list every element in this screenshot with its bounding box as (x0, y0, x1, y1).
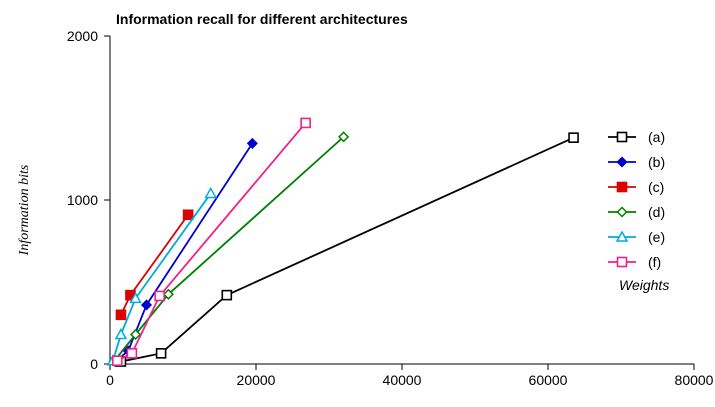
series-6 (112, 117, 311, 367)
x-tick-label: 20000 (237, 372, 276, 388)
series-4 (108, 131, 350, 367)
data-point (129, 291, 142, 304)
legend-item: (d) (608, 204, 665, 220)
legend-item: (c) (608, 179, 664, 195)
legend-item: (e) (608, 229, 665, 245)
y-axis-label: Information bits (17, 164, 32, 256)
data-point (140, 299, 153, 311)
series-3 (115, 209, 194, 321)
legend-item: (f) (608, 254, 661, 270)
x-axis-label: Weights (619, 277, 669, 293)
x-tick-label: 0 (106, 372, 114, 388)
x-tick-label: 60000 (529, 372, 568, 388)
legend: (a) (b) (c) (d) (e) (f) (608, 129, 665, 270)
data-point (221, 289, 233, 301)
data-point (246, 137, 258, 149)
y-tick-label: 0 (90, 356, 98, 372)
data-point (154, 290, 165, 302)
legend-label: (f) (648, 254, 661, 270)
series-1 (115, 132, 579, 367)
legend-item: (b) (608, 154, 665, 170)
series-5 (106, 186, 218, 366)
data-point (616, 131, 628, 143)
data-point (155, 348, 167, 359)
data-point (616, 181, 628, 193)
legend-label: (c) (648, 179, 664, 195)
legend-label: (d) (648, 204, 665, 220)
data-point (300, 117, 311, 129)
y-tick-label: 1000 (67, 192, 98, 208)
data-point (162, 288, 174, 300)
data-point (616, 206, 628, 218)
data-point (338, 131, 350, 143)
data-point (129, 328, 142, 341)
data-point (115, 309, 127, 321)
legend-label: (a) (648, 129, 665, 145)
data-point (204, 186, 218, 199)
data-point (616, 256, 628, 268)
chart-title: Information recall for different archite… (116, 11, 408, 27)
data-point (112, 355, 123, 367)
legend-label: (e) (648, 229, 665, 245)
series-line (116, 122, 307, 362)
data-point (126, 348, 138, 359)
axes: 0 20000 40000 60000 80000 0 1000 2000 (67, 28, 714, 388)
y-tick-label: 2000 (67, 28, 98, 44)
x-tick-label: 40000 (383, 372, 422, 388)
data-point (615, 230, 629, 242)
legend-label: (b) (648, 154, 665, 170)
series-line (120, 136, 574, 363)
series-layer (106, 117, 579, 368)
data-point (616, 156, 628, 168)
series-line (114, 142, 254, 363)
data-point (568, 132, 579, 143)
series-line (113, 136, 345, 362)
legend-item: (a) (608, 129, 665, 145)
data-point (182, 209, 194, 221)
series-line (112, 192, 212, 361)
data-point (114, 327, 128, 340)
x-tick-label: 80000 (675, 372, 714, 388)
